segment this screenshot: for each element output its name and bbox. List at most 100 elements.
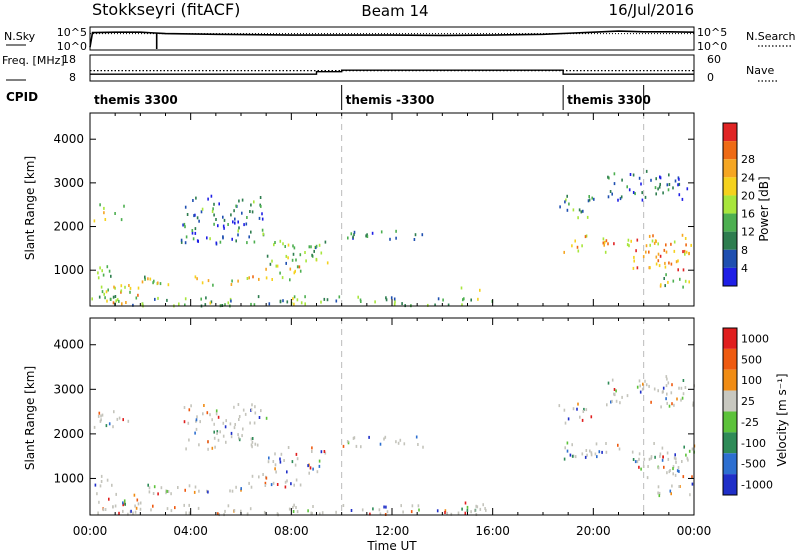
echo-cell	[201, 281, 204, 285]
echo-cell	[245, 222, 248, 226]
echo-cell	[444, 509, 447, 513]
echo-cell	[115, 299, 117, 303]
echo-cell	[316, 470, 319, 474]
echo-cell	[626, 185, 628, 189]
echo-cell	[96, 492, 98, 496]
echo-cell	[577, 402, 579, 406]
echo-cell	[222, 434, 225, 438]
echo-cell	[165, 491, 167, 495]
echo-cell	[310, 511, 312, 515]
echo-cell	[130, 509, 132, 513]
echo-cell	[682, 475, 685, 479]
echo-cell	[194, 231, 197, 235]
echo-cell	[582, 209, 584, 213]
echo-cell	[250, 443, 253, 447]
echo-cell	[318, 243, 321, 247]
echo-cell	[115, 492, 117, 496]
echo-cell	[366, 233, 368, 237]
echo-cell	[687, 458, 689, 462]
echo-cell	[224, 425, 227, 429]
echo-cell	[457, 511, 460, 515]
echo-cell	[678, 485, 680, 488]
echo-cell	[653, 241, 656, 245]
echo-cell	[567, 417, 570, 421]
echo-cell	[602, 237, 605, 241]
echo-cell	[180, 238, 183, 242]
echo-cell	[633, 255, 635, 259]
colorbar-tick-label: -500	[741, 458, 766, 471]
echo-cell	[594, 452, 597, 456]
echo-cell	[265, 476, 268, 480]
echo-cell	[234, 221, 236, 225]
echo-cell	[632, 458, 635, 461]
echo-cell	[286, 470, 288, 474]
echo-cell	[613, 242, 615, 246]
echo-cell	[684, 386, 687, 389]
echo-cell	[261, 212, 263, 216]
echo-cell	[199, 420, 201, 424]
echo-cell	[250, 485, 253, 489]
echo-cell	[207, 440, 209, 444]
echo-cell	[166, 298, 168, 302]
echo-cell	[250, 408, 253, 412]
frequency-right-tick-top: 60	[707, 53, 721, 66]
echo-cell	[563, 408, 566, 412]
echo-cell	[678, 386, 680, 390]
echo-cell	[579, 415, 581, 419]
echo-cell	[251, 437, 254, 440]
echo-cell	[270, 483, 273, 487]
noise-left-label: N.Sky	[4, 30, 36, 43]
echo-cell	[434, 303, 436, 307]
echo-cell	[682, 250, 684, 254]
echo-cell	[607, 242, 609, 246]
echo-cell	[636, 266, 639, 270]
echo-cell	[675, 460, 677, 464]
echo-cell	[669, 469, 671, 472]
colorbar-tick-label: -100	[741, 437, 766, 450]
colorbar-tick-label: 28	[741, 153, 755, 166]
echo-cell	[673, 403, 675, 407]
echo-cell	[675, 457, 677, 461]
echo-cell	[479, 507, 482, 511]
echo-cell	[359, 298, 362, 302]
echo-cell	[620, 195, 623, 199]
echo-cell	[661, 458, 664, 462]
echo-cell	[279, 239, 282, 243]
echo-cell	[411, 504, 414, 508]
echo-cell	[307, 464, 309, 468]
echo-cell	[613, 388, 616, 391]
echo-cell	[265, 267, 267, 271]
echo-cell	[279, 271, 281, 275]
echo-cell	[584, 235, 587, 239]
echo-cell	[147, 277, 149, 281]
colorbar-swatch	[723, 432, 737, 454]
echo-cell	[261, 217, 264, 221]
echo-cell	[647, 465, 649, 468]
echo-cell	[213, 422, 215, 426]
colorbar-swatch	[723, 231, 737, 250]
echo-cell	[659, 176, 662, 180]
echo-cell	[653, 387, 656, 391]
echo-cell	[192, 199, 194, 202]
y-tick-label: 1000	[53, 263, 84, 277]
colorbar-swatch	[723, 328, 737, 349]
echo-cell	[571, 454, 574, 458]
echo-cell	[229, 297, 232, 301]
noise-right-label: N.Search	[746, 30, 796, 43]
echo-cell	[607, 175, 609, 179]
echo-cell	[607, 381, 610, 385]
echo-cell	[608, 176, 610, 180]
echo-cell	[241, 434, 243, 438]
echo-cell	[681, 460, 683, 463]
echo-cell	[353, 230, 356, 234]
echo-cell	[217, 438, 220, 442]
echo-cell	[648, 234, 651, 238]
echo-cell	[632, 191, 635, 194]
echo-cell	[569, 453, 572, 457]
echo-cell	[307, 509, 309, 513]
echo-cell	[619, 401, 621, 405]
echo-cell	[139, 501, 142, 505]
echo-cell	[284, 485, 287, 489]
echo-cell	[157, 296, 159, 300]
echo-cell	[464, 511, 467, 515]
